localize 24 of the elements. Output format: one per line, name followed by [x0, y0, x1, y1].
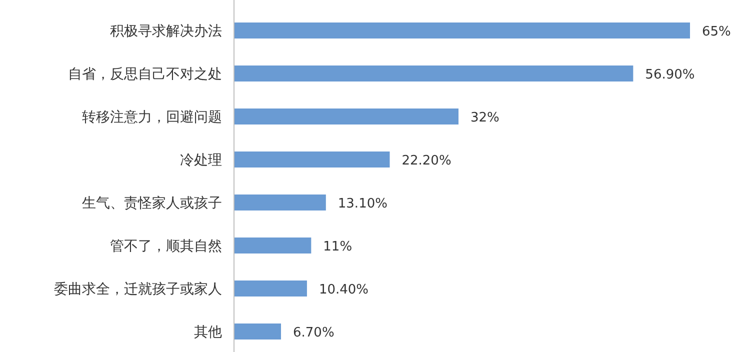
bar — [234, 280, 307, 296]
bar — [234, 22, 690, 38]
data-label: 6.70% — [293, 326, 334, 340]
bar — [234, 152, 390, 168]
y-tick-label: 委曲求全，迁就孩子或家人 — [54, 282, 222, 298]
data-label: 22.20% — [402, 154, 452, 168]
y-tick-label: 生气、责怪家人或孩子 — [82, 196, 222, 212]
bar — [234, 324, 282, 340]
y-tick-label: 其他 — [194, 324, 222, 340]
data-label: 13.10% — [338, 196, 388, 212]
data-label: 32% — [470, 110, 500, 126]
bar — [234, 108, 458, 124]
data-label: 56.90% — [645, 68, 695, 82]
y-tick-label: 自省，反思自己不对之处 — [68, 66, 222, 82]
data-label: 10.40% — [318, 282, 369, 298]
data-label: 11% — [323, 240, 352, 254]
bar — [234, 238, 312, 254]
bar — [234, 194, 326, 210]
y-tick-label: 冷处理 — [180, 152, 222, 168]
bar — [234, 66, 634, 82]
y-tick-label: 管不了，顺其自然 — [110, 238, 222, 254]
y-tick-label: 积极寻求解决办法 — [110, 24, 222, 40]
data-label: 65% — [702, 24, 731, 40]
y-tick-label: 转移注意力，回避问题 — [82, 110, 222, 126]
